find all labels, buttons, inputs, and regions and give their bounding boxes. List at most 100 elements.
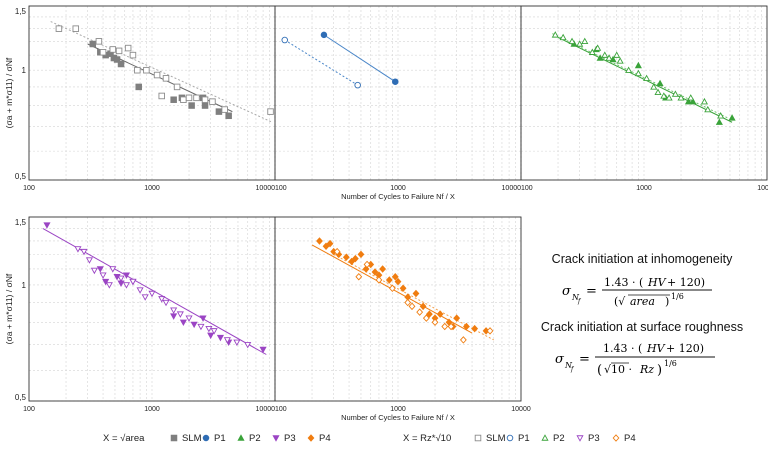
data-point (431, 318, 439, 327)
data-point (176, 311, 184, 318)
data-point (99, 272, 107, 279)
legend-marker (474, 434, 482, 442)
data-point (677, 94, 685, 101)
data-point (379, 265, 387, 273)
y-tick-label: 0,5 (15, 393, 27, 402)
data-point (660, 92, 668, 99)
svg-text:N: N (564, 361, 573, 370)
data-point (463, 322, 470, 331)
data-point (375, 276, 383, 284)
data-point (188, 102, 195, 109)
data-point (129, 51, 137, 59)
data-point (717, 112, 725, 119)
data-point (136, 287, 144, 294)
data-point (654, 88, 662, 95)
data-point (135, 83, 142, 91)
plot-frame (28, 5, 276, 181)
svg-text:+ 120): + 120) (667, 276, 705, 289)
data-point (447, 322, 455, 331)
data-point (223, 337, 231, 344)
data-point (322, 242, 330, 250)
data-point (190, 321, 198, 329)
equation-inhomogeneity: Crack initiation at inhomogeneity σ N f … (520, 252, 764, 315)
data-point (394, 277, 402, 286)
data-point (581, 37, 589, 45)
data-point (616, 57, 624, 64)
legend-item-label: P1 (518, 433, 530, 444)
data-point (193, 94, 200, 102)
data-point (348, 257, 356, 266)
data-point (363, 260, 371, 269)
data-point (342, 253, 350, 261)
data-point (170, 96, 177, 103)
data-point (388, 284, 396, 293)
data-point (326, 239, 334, 248)
svg-text:HV: HV (647, 276, 667, 289)
formula-graphic: σ N f = 1.43 · ( HV + 120) ( √10 · Rz ) … (555, 342, 715, 378)
svg-text:1/6: 1/6 (664, 359, 677, 368)
panel-E: 100 1000 10000 Number of Cycles to Failure … (274, 216, 531, 422)
data-point (80, 248, 88, 256)
data-point (207, 332, 215, 340)
data-point (185, 315, 193, 322)
equation-surface-roughness: Crack initiation at surface roughness σ … (520, 320, 764, 387)
data-point (109, 266, 117, 273)
data-point (700, 97, 709, 105)
data-point (105, 282, 113, 289)
fit-line (323, 34, 396, 83)
data-point (436, 310, 444, 318)
data-point (385, 276, 393, 284)
data-point (689, 97, 697, 105)
data-point (124, 44, 132, 52)
svg-text:HV: HV (646, 342, 666, 355)
data-point (215, 108, 223, 115)
data-point (471, 324, 479, 333)
svg-text:area: area (630, 295, 655, 308)
legend-marker (170, 434, 178, 442)
data-point (371, 268, 379, 276)
data-point (109, 46, 117, 53)
legend-item-label: P4 (319, 433, 331, 444)
data-point (613, 51, 621, 58)
data-point (72, 25, 80, 32)
legend-item-label: P2 (249, 433, 261, 444)
data-point (99, 49, 107, 56)
x-tick-label: 10000 (256, 406, 276, 413)
data-point (210, 328, 218, 335)
legend-item-label: P3 (588, 433, 600, 444)
svg-text:): ) (665, 295, 669, 308)
panel-B: 100 1000 10000 Number of Cycles to Failure … (274, 5, 522, 201)
x-axis-label: Number of Cycles to Failure Nf / X (341, 192, 455, 201)
x-axis-label: Number of Cycles to Failure Nf / X (341, 413, 455, 422)
data-point (162, 75, 170, 82)
legend-item-label: P3 (284, 433, 296, 444)
data-point (399, 284, 407, 293)
data-point (162, 299, 170, 307)
x-tick-label: 100 (23, 406, 35, 413)
svg-text:Rz: Rz (639, 363, 654, 376)
y-tick-label: 0,5 (15, 172, 27, 181)
equation-title: Crack initiation at inhomogeneity (551, 252, 733, 266)
data-point (95, 38, 103, 45)
legend-marker (612, 434, 620, 442)
svg-text:(: ( (597, 363, 602, 378)
x-tick-label: 1000 (636, 185, 652, 192)
data-point (316, 237, 323, 245)
svg-text:1.43 · (: 1.43 · ( (603, 342, 642, 355)
data-point (90, 267, 98, 275)
data-point (74, 246, 82, 253)
legend: X = √area X = Rz*√10 SLM P1 P2 P3 P4 SLM P1 P2 P3 P… (103, 433, 636, 444)
data-point (594, 44, 602, 51)
legend-group-label: X = Rz*√10 (403, 433, 451, 444)
legend-marker (506, 434, 514, 442)
legend-group-label: X = √area (103, 433, 145, 444)
data-point (197, 323, 205, 331)
y-tick-label: 1 (22, 66, 27, 75)
data-point (453, 314, 461, 322)
data-point (179, 319, 187, 327)
data-point (634, 61, 642, 69)
data-point (357, 250, 365, 259)
data-point (486, 327, 494, 335)
legend-item-label: SLM (486, 433, 506, 444)
